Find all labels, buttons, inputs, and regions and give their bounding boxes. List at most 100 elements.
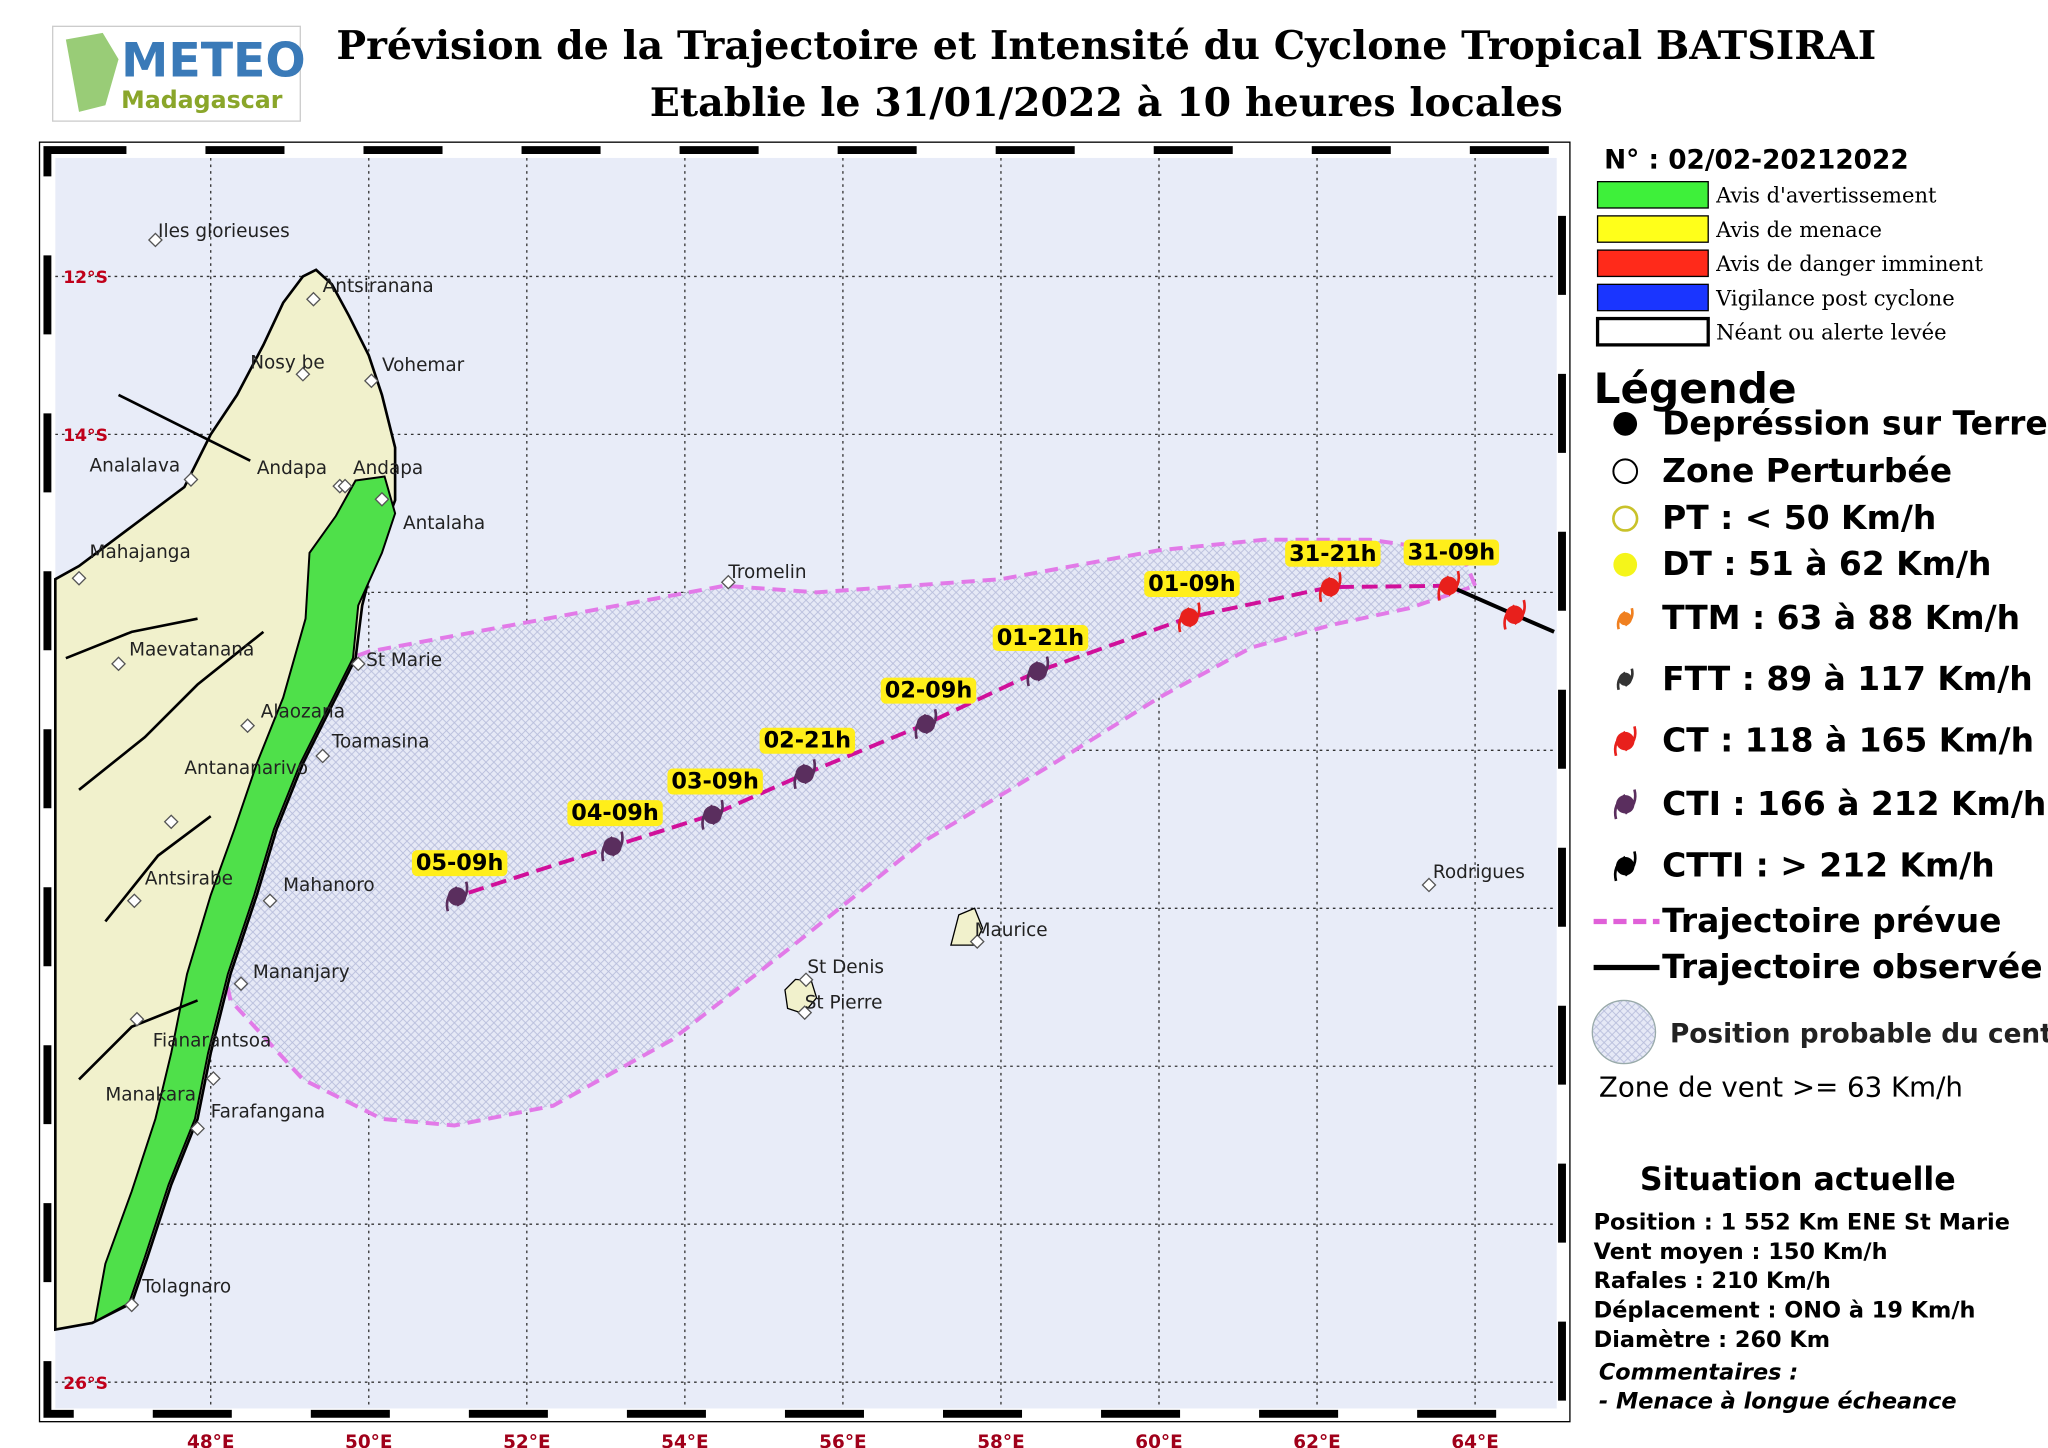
place-marker: [797, 1005, 813, 1021]
place-label: Tromelin: [727, 562, 806, 583]
situation-title: Situation actuelle: [1640, 1162, 1956, 1198]
track-label: 31-09h: [1408, 539, 1496, 565]
cyclone-center: [703, 805, 722, 825]
situation-line: Position : 1 552 Km ENE St Marie: [1594, 1209, 2010, 1235]
legend-label: FTT : 89 à 117 Km/h: [1662, 659, 2033, 698]
situation-line: Déplacement : ONO à 19 Km/h: [1594, 1298, 1976, 1324]
logo-subtitle: Madagascar: [121, 86, 283, 114]
place-label: Andapa: [257, 458, 327, 479]
legend: Depréssion sur Terre Zone Perturbée PT : <…: [1591, 403, 2048, 1104]
cyclone-center: [1180, 608, 1199, 627]
place-marker: [262, 893, 278, 909]
track-label-box: [992, 625, 1089, 652]
subtitle: Etablie le 31/01/2022 à 10 heures locale…: [650, 80, 1563, 126]
lon-label: 50°E: [345, 1432, 392, 1448]
place-marker: [798, 972, 814, 988]
place-marker: [306, 291, 321, 307]
alert-swatch: [1595, 316, 1710, 347]
place-marker: [147, 232, 163, 248]
cyclone-center: [1028, 662, 1048, 681]
track-label: 31-21h: [1289, 541, 1377, 567]
place-label: Mahanoro: [283, 875, 375, 896]
legend-label: DT : 51 à 62 Km/h: [1662, 544, 1991, 583]
lat-label: 14°S: [63, 426, 108, 446]
cyclone-center: [1618, 672, 1632, 686]
lon-label: 64°E: [1451, 1432, 1498, 1448]
title: Prévision de la Trajectoire et Intensité…: [336, 23, 1876, 69]
place-marker: [240, 718, 256, 734]
lon-label: 58°E: [977, 1432, 1024, 1448]
legend-label: CT : 118 à 165 Km/h: [1662, 721, 2034, 760]
track-points: 31-09h 31-21h 01-09h 01-21h 02-09h 02-21h03-0…: [411, 539, 1526, 912]
alert-label: Avis de danger imminent: [1715, 251, 1983, 276]
place-label: Nosy be: [250, 353, 324, 374]
legend-title: Légende: [1594, 364, 1797, 413]
track-label: 02-21h: [764, 728, 852, 754]
legend-icon: [1613, 552, 1638, 577]
reunion-island: [784, 978, 818, 1015]
place-label: Mananjary: [253, 962, 350, 983]
place-label: Vohemar: [382, 355, 465, 376]
place-marker: [720, 574, 736, 590]
track-label-box: [1144, 571, 1240, 598]
place-label: Maurice: [975, 920, 1048, 941]
alert-swatch: [1596, 249, 1709, 278]
cyclone-center: [1505, 605, 1524, 624]
maurice-island: [950, 907, 984, 946]
place-marker: [374, 491, 390, 507]
alert-label: Vigilance post cyclone: [1715, 285, 1955, 310]
place-marker: [295, 366, 311, 382]
alert-label: Avis d'avertissement: [1715, 183, 1937, 208]
place-label: Rodrigues: [1433, 862, 1525, 883]
situation-line: Diamètre : 260 Km: [1594, 1327, 1830, 1353]
place-marker: [190, 1121, 206, 1136]
track-label-box: [759, 727, 856, 754]
admin-borders: [65, 393, 265, 1081]
alert-label: Néant ou alerte levée: [1716, 320, 1946, 345]
place-marker: [183, 472, 199, 487]
track-label-box: [567, 800, 663, 827]
track-label: 03-09h: [671, 769, 759, 795]
track-label: 01-21h: [997, 625, 1085, 651]
place-marker: [350, 656, 366, 672]
legend-label: Zone Perturbée: [1662, 451, 1952, 490]
legend-label: CTTI : > 212 Km/h: [1662, 846, 1995, 885]
place-label: Andapa: [353, 458, 423, 479]
place-label: Fianarantsoa: [153, 1031, 272, 1052]
place-marker: [71, 570, 87, 586]
track-label: 05-09h: [416, 850, 504, 876]
situation: Position : 1 552 Km ENE St Marie Vent moy…: [1594, 1209, 2010, 1352]
place-label: Manakara: [105, 1084, 196, 1105]
legend-label: Trajectoire observée: [1662, 947, 2042, 986]
track-label-box: [667, 768, 763, 795]
situation-line: Vent moyen : 150 Km/h: [1594, 1239, 1888, 1265]
cyclone-center: [795, 764, 814, 784]
cyclone-center: [1439, 576, 1458, 595]
place-label: St Pierre: [805, 992, 883, 1013]
lat-label: 26°S: [63, 1374, 108, 1394]
track-label: 02-09h: [885, 678, 973, 704]
bulletin-number: N° : 02/02-20212022: [1604, 146, 1909, 176]
place-marker: [233, 976, 249, 992]
track-label: 04-09h: [571, 800, 659, 826]
cyclone-center: [1618, 612, 1632, 626]
cyclone-center: [1616, 795, 1635, 814]
place-label: Analalava: [90, 455, 181, 476]
place-label: Maevatanana: [129, 640, 254, 661]
cyclone-center: [1320, 577, 1340, 597]
place-marker: [111, 656, 126, 672]
legend-icon: [1612, 505, 1639, 532]
legend-icon: [1591, 999, 1657, 1065]
alert-legend: Avis d'avertissement Avis de menace Avis d…: [1595, 181, 1983, 347]
place-label: Farafangana: [211, 1102, 325, 1123]
place-label: Tolagnaro: [141, 1277, 231, 1298]
place-marker: [205, 1071, 221, 1086]
place-marker: [163, 814, 179, 830]
cyclone-center: [916, 714, 936, 734]
legend-icon: [1613, 412, 1638, 436]
track-label-box: [1285, 540, 1381, 567]
legend-label: Position probable du centre: [1670, 1020, 2048, 1050]
place-label: Mahajanga: [90, 542, 191, 563]
